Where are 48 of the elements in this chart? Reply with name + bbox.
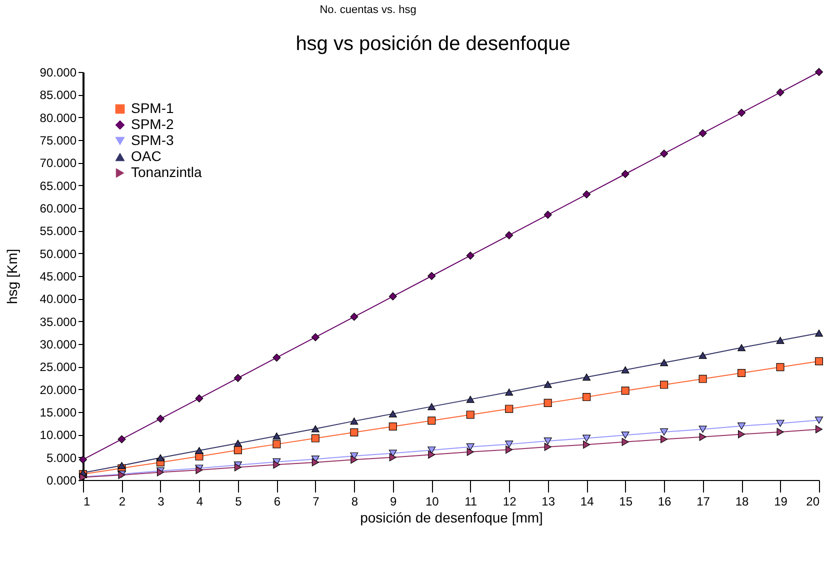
y-tick-label: 80.000 xyxy=(40,110,77,125)
x-axis-title: posición de desenfoque [mm] xyxy=(360,510,543,526)
y-tick-label: 10.000 xyxy=(40,428,77,442)
x-tick-label: 2 xyxy=(118,494,126,508)
x-tick-label: 17 xyxy=(696,494,710,508)
x-tick-label: 11 xyxy=(464,494,478,508)
x-tick-label: 6 xyxy=(274,494,281,508)
x-tick-label: 12 xyxy=(502,494,517,508)
y-tick-label: 60.000 xyxy=(40,202,77,216)
x-tick-label: 20 xyxy=(806,494,820,508)
legend-label: SPM-3 xyxy=(131,132,174,148)
y-tick-label: 25.000 xyxy=(40,360,77,374)
x-tick-label: 18 xyxy=(735,494,750,508)
x-tick-label: 15 xyxy=(619,494,633,508)
x-tick-label: 7 xyxy=(312,494,320,508)
x-tick-label: 3 xyxy=(158,494,165,508)
y-tick-label: 85.000 xyxy=(40,88,77,102)
x-tick-label: 5 xyxy=(235,494,242,508)
y-tick-label: 40.000 xyxy=(40,292,77,306)
y-tick-label: 5.000 xyxy=(46,450,77,465)
x-tick-label: 9 xyxy=(390,494,398,508)
y-tick-label: 45.000 xyxy=(40,270,77,284)
text: No. cuentas vs. hsg xyxy=(320,4,416,16)
y-tick-label: 70.000 xyxy=(40,156,77,170)
x-tick-label: 4 xyxy=(196,494,204,508)
x-tick-label: 19 xyxy=(774,494,788,508)
y-tick-label: 55.000 xyxy=(40,224,77,238)
y-tick-label: 30.000 xyxy=(40,338,77,352)
y-tick-label: 0.000 xyxy=(46,474,77,488)
x-tick-label: 1 xyxy=(84,494,90,508)
x-tick-label: 13 xyxy=(542,494,556,508)
x-tick-label: 16 xyxy=(658,494,672,508)
legend-label: SPM-1 xyxy=(131,100,174,116)
x-tick-label: 10 xyxy=(425,494,440,508)
y-tick-label: 90.000 xyxy=(40,66,77,80)
y-tick-label: 20.000 xyxy=(40,382,77,397)
y-tick-label: 65.000 xyxy=(40,178,77,193)
y-tick-label: 75.000 xyxy=(40,134,77,148)
x-tick-label: 8 xyxy=(351,494,358,508)
y-tick-label: 50.000 xyxy=(40,246,77,261)
legend-label: Tonanzintla xyxy=(131,164,202,180)
x-tick-label: 14 xyxy=(580,494,594,508)
legend-label: SPM-2 xyxy=(131,116,174,132)
y-tick-label: 15.000 xyxy=(40,406,77,420)
chart-title: hsg vs posición de desenfoque xyxy=(296,33,570,55)
y-axis-title: hsg [Km] xyxy=(4,248,20,304)
y-tick-label: 35.000 xyxy=(40,314,77,329)
legend-label: OAC xyxy=(131,148,162,164)
